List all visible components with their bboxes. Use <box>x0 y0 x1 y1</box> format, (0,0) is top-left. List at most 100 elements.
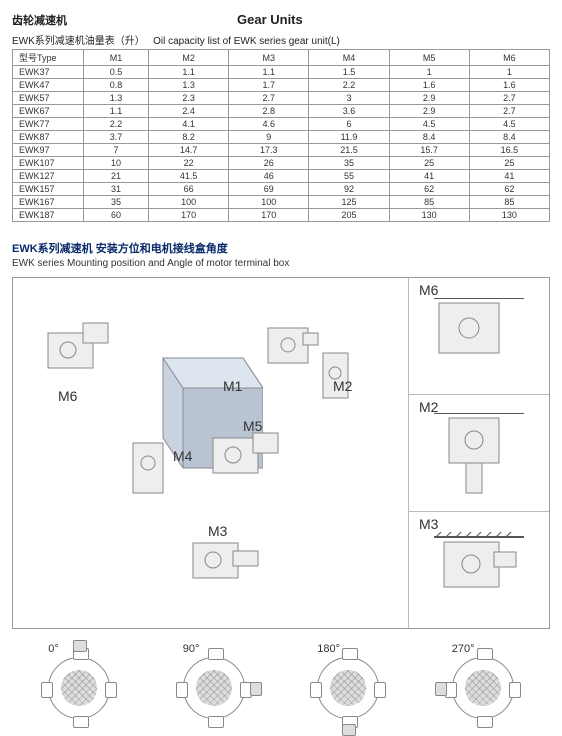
table-cell: 1.6 <box>469 79 549 92</box>
table-title-en: Oil capacity list of EWK series gear uni… <box>153 36 340 47</box>
gear-icon <box>188 533 263 588</box>
table-cell: 3.6 <box>309 105 389 118</box>
en-title: Gear Units <box>237 12 303 27</box>
table-cell: EWK67 <box>13 105 84 118</box>
table-cell: 25 <box>389 157 469 170</box>
table-cell: 14.7 <box>149 144 229 157</box>
cn-heading: 齿轮减速机 <box>12 12 67 28</box>
label-m5: M5 <box>243 418 262 434</box>
table-cell: 100 <box>229 196 309 209</box>
angle-270: 270° <box>452 643 514 719</box>
table-row: EWK671.12.42.83.62.92.7 <box>13 105 550 118</box>
mounting-title-cn: EWK系列减速机 安装方位和电机接线盒角度 <box>12 240 550 256</box>
table-cell: 3.7 <box>84 131 149 144</box>
table-row: EWK1272141.546554141 <box>13 170 550 183</box>
table-row: EWK470.81.31.72.21.61.6 <box>13 79 550 92</box>
table-cell: 35 <box>309 157 389 170</box>
table-cell: 46 <box>229 170 309 183</box>
table-cell: 1.1 <box>84 105 149 118</box>
label-m2: M2 <box>333 378 352 394</box>
table-cell: 62 <box>469 183 549 196</box>
table-cell: 15.7 <box>389 144 469 157</box>
mount-m6-icon <box>43 318 113 378</box>
table-cell: EWK57 <box>13 92 84 105</box>
table-cell: EWK167 <box>13 196 84 209</box>
table-cell: 0.8 <box>84 79 149 92</box>
angle-circle-icon <box>452 657 514 719</box>
table-cell: 9 <box>229 131 309 144</box>
table-cell: 4.6 <box>229 118 309 131</box>
table-cell: 1 <box>469 66 549 79</box>
angle-0: 0° <box>48 643 110 719</box>
oil-capacity-table: 型号Type M1 M2 M3 M4 M5 M6 EWK370.51.11.11… <box>12 49 550 222</box>
table-cell: 1.1 <box>229 66 309 79</box>
gear-icon <box>434 298 524 378</box>
table-row: EWK571.32.32.732.92.7 <box>13 92 550 105</box>
angle-circle-icon <box>317 657 379 719</box>
table-cell: 4.5 <box>469 118 549 131</box>
col-type: 型号Type <box>13 50 84 66</box>
table-cell: EWK77 <box>13 118 84 131</box>
table-cell: 6 <box>309 118 389 131</box>
table-cell: 62 <box>389 183 469 196</box>
table-cell: 1.6 <box>389 79 469 92</box>
table-header-row: 型号Type M1 M2 M3 M4 M5 M6 <box>13 50 550 66</box>
header-row: 齿轮减速机 Gear Units <box>12 12 550 28</box>
table-row: EWK107102226352525 <box>13 157 550 170</box>
gear-icon <box>434 532 524 612</box>
table-cell: 170 <box>149 209 229 222</box>
table-cell: 4.5 <box>389 118 469 131</box>
angle-90: 90° <box>183 643 245 719</box>
table-cell: EWK97 <box>13 144 84 157</box>
label-right-m3: M3 <box>419 516 438 532</box>
table-cell: EWK37 <box>13 66 84 79</box>
table-cell: 2.8 <box>229 105 309 118</box>
table-cell: 8.2 <box>149 131 229 144</box>
label-m1: M1 <box>223 378 242 394</box>
mounting-diagram-box: M6 M1 M2 M4 <box>12 277 550 629</box>
table-cell: 7 <box>84 144 149 157</box>
table-cell: 41 <box>389 170 469 183</box>
table-cell: 2.4 <box>149 105 229 118</box>
table-cell: 0.5 <box>84 66 149 79</box>
table-cell: 1.3 <box>149 79 229 92</box>
table-cell: 16.5 <box>469 144 549 157</box>
table-row: EWK370.51.11.11.511 <box>13 66 550 79</box>
table-title: EWK系列减速机油量表（升） Oil capacity list of EWK … <box>12 32 550 47</box>
table-row: EWK18760170170205130130 <box>13 209 550 222</box>
table-cell: EWK157 <box>13 183 84 196</box>
table-cell: 17.3 <box>229 144 309 157</box>
table-title-cn: EWK系列减速机油量表（升） <box>12 36 145 47</box>
table-cell: 3 <box>309 92 389 105</box>
table-cell: EWK127 <box>13 170 84 183</box>
gear-icon <box>43 318 113 378</box>
gear-icon <box>123 433 178 503</box>
table-cell: EWK47 <box>13 79 84 92</box>
table-cell: 170 <box>229 209 309 222</box>
table-cell: 85 <box>469 196 549 209</box>
table-cell: 2.3 <box>149 92 229 105</box>
angle-circle-icon <box>183 657 245 719</box>
table-cell: 92 <box>309 183 389 196</box>
right-cell-m2: M2 <box>409 395 549 512</box>
table-cell: 85 <box>389 196 469 209</box>
table-cell: 41.5 <box>149 170 229 183</box>
col-m4: M4 <box>309 50 389 66</box>
table-cell: 41 <box>469 170 549 183</box>
angle-circle-icon <box>48 657 110 719</box>
label-m3: M3 <box>208 523 227 539</box>
table-cell: 130 <box>389 209 469 222</box>
table-row: EWK772.24.14.664.54.5 <box>13 118 550 131</box>
table-cell: 130 <box>469 209 549 222</box>
col-m1: M1 <box>84 50 149 66</box>
table-row: EWK97714.717.321.515.716.5 <box>13 144 550 157</box>
table-cell: 1.3 <box>84 92 149 105</box>
col-m3: M3 <box>229 50 309 66</box>
mount-m3-icon <box>188 533 263 588</box>
table-cell: 1.1 <box>149 66 229 79</box>
table-cell: 66 <box>149 183 229 196</box>
table-row: EWK873.78.2911.98.48.4 <box>13 131 550 144</box>
mounting-right-panel: M6 M2 M3 <box>408 278 549 628</box>
table-cell: 21 <box>84 170 149 183</box>
table-cell: 69 <box>229 183 309 196</box>
